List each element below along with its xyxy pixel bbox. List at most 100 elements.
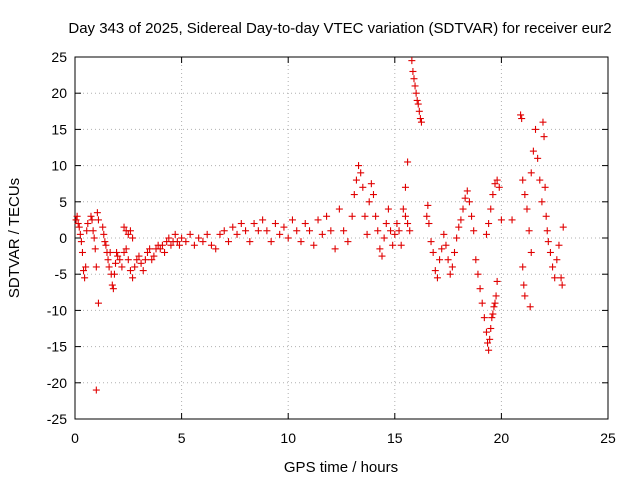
- data-point: [104, 256, 112, 264]
- data-point: [72, 216, 80, 224]
- data-point: [404, 220, 412, 228]
- plot-frame: [74, 56, 609, 420]
- data-point: [118, 263, 126, 271]
- data-point: [267, 238, 275, 246]
- data-point: [131, 263, 139, 271]
- data-point: [87, 212, 95, 220]
- y-tick-label: -10: [47, 302, 67, 318]
- data-point: [141, 256, 149, 264]
- data-point: [393, 220, 401, 228]
- data-point: [518, 115, 526, 123]
- data-point: [484, 339, 492, 347]
- data-point: [83, 227, 91, 235]
- data-point: [527, 169, 535, 177]
- data-point: [112, 259, 120, 267]
- data-point: [78, 248, 86, 256]
- data-point: [335, 205, 343, 213]
- data-point: [120, 248, 128, 256]
- data-point: [470, 227, 478, 235]
- data-point: [376, 245, 384, 253]
- data-point: [438, 245, 446, 253]
- data-point: [410, 75, 418, 83]
- data-point: [367, 180, 375, 188]
- data-point: [433, 274, 441, 282]
- data-point: [89, 227, 97, 235]
- data-point: [448, 263, 456, 271]
- data-point: [553, 256, 561, 264]
- data-point: [378, 252, 386, 260]
- data-point: [348, 212, 356, 220]
- data-point: [99, 223, 107, 231]
- data-point: [146, 245, 154, 253]
- data-point: [88, 216, 96, 224]
- data-point: [163, 238, 171, 246]
- data-point: [527, 248, 535, 256]
- data-point: [92, 263, 100, 271]
- data-point: [124, 256, 132, 264]
- data-point: [110, 270, 118, 278]
- data-point: [425, 220, 433, 228]
- data-point: [497, 216, 505, 224]
- y-tick-label: 0: [59, 230, 67, 246]
- data-point: [175, 241, 183, 249]
- data-point: [165, 234, 173, 242]
- data-point: [429, 248, 437, 256]
- data-point: [414, 100, 422, 108]
- data-point: [459, 205, 467, 213]
- data-point: [76, 230, 84, 238]
- data-point: [195, 234, 203, 242]
- data-point: [323, 212, 331, 220]
- data-point: [199, 238, 207, 246]
- data-point: [412, 89, 420, 97]
- data-point: [401, 183, 409, 191]
- data-point: [129, 274, 137, 282]
- x-axis-label: GPS time / hours: [284, 459, 398, 476]
- x-tick-label: 20: [494, 430, 510, 446]
- data-point: [493, 277, 501, 285]
- chart-title: Day 343 of 2025, Sidereal Day-to-day VTE…: [68, 20, 611, 37]
- data-point: [525, 227, 533, 235]
- data-point: [468, 212, 476, 220]
- data-point: [487, 205, 495, 213]
- data-point: [120, 223, 128, 231]
- data-point: [143, 248, 151, 256]
- data-point: [254, 227, 262, 235]
- data-point: [544, 238, 552, 246]
- data-point: [558, 281, 566, 289]
- data-point: [542, 212, 550, 220]
- data-point: [397, 241, 405, 249]
- data-point: [137, 259, 145, 267]
- data-point: [90, 234, 98, 242]
- data-point: [538, 198, 546, 206]
- data-point: [135, 252, 143, 260]
- data-point: [271, 220, 279, 228]
- data-point: [92, 386, 100, 394]
- data-point: [480, 314, 488, 322]
- x-tick-label: 25: [600, 430, 616, 446]
- data-point: [148, 256, 156, 264]
- data-point: [314, 216, 322, 224]
- data-point: [523, 205, 531, 213]
- data-point: [276, 230, 284, 238]
- data-point: [301, 220, 309, 228]
- data-point: [150, 252, 158, 260]
- x-tick-label: 15: [387, 430, 403, 446]
- data-point: [91, 245, 99, 253]
- data-point: [411, 82, 419, 90]
- data-point: [487, 325, 495, 332]
- data-point: [101, 238, 109, 246]
- data-point: [491, 180, 499, 188]
- data-point: [490, 303, 498, 311]
- data-point: [557, 274, 565, 282]
- data-point: [453, 234, 461, 242]
- data-point: [216, 230, 224, 238]
- data-point: [536, 176, 544, 184]
- data-point: [521, 292, 529, 300]
- data-point: [203, 230, 211, 238]
- data-point: [229, 223, 237, 231]
- y-axis-label: SDTVAR / TECUs: [6, 178, 23, 298]
- data-point: [126, 267, 134, 275]
- data-point: [242, 227, 250, 235]
- data-point: [280, 223, 288, 231]
